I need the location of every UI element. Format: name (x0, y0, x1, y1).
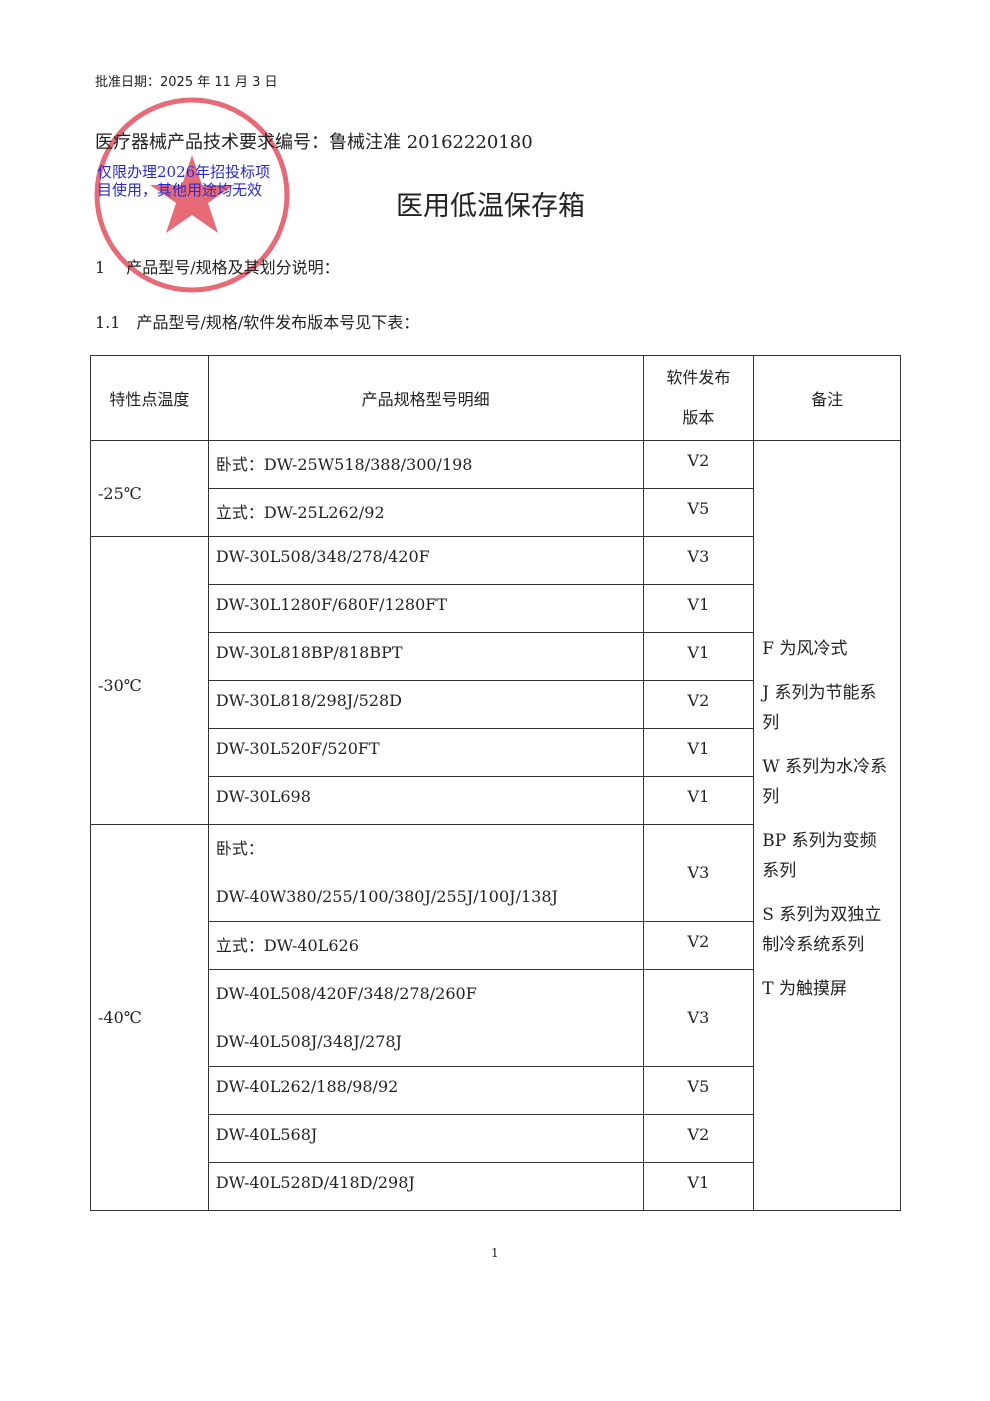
notice-line: 仅限办理2026年招投标项 (97, 163, 271, 181)
version-cell: V2 (642, 440, 755, 489)
usage-notice: 仅限办理2026年招投标项 目使用，其他用途均无效 (97, 163, 270, 199)
version-cell: V3 (642, 969, 755, 1067)
header-notes: 备注 (753, 355, 901, 441)
version-cell: V1 (642, 632, 755, 681)
table-row: -30℃ DW-30L508/348/278/420F V3 (90, 536, 901, 825)
model-cell: DW-40L568J (207, 1114, 644, 1163)
model-cell: DW-40L508/420F/348/278/260F DW-40L508J/34… (207, 969, 644, 1067)
version-cell: V1 (642, 584, 755, 633)
approval-date: 批准日期：2025 年 11 月 3 日 (95, 75, 278, 90)
temp-cell: -40℃ (90, 824, 209, 1211)
version-cell: V1 (642, 728, 755, 777)
page-number: 1 (491, 1246, 499, 1260)
model-cell: 卧式： DW-40W380/255/100/380J/255J/100J/138J (207, 824, 644, 922)
temp-cell: -25℃ (90, 440, 209, 537)
table-row: DW-40L568J V2 (91, 1114, 901, 1163)
model-cell: DW-30L818/298J/528D (207, 680, 644, 729)
section-heading: 1 产品型号/规格及其划分说明： (95, 258, 340, 277)
table-row: 立式：DW-25L262/92 V5 (91, 488, 901, 537)
model-cell: DW-30L698 (207, 776, 644, 825)
table-row: DW-30L1280F/680F/1280FT V1 (91, 584, 901, 633)
model-table: 特性点温度 产品规格型号明细 软件发布 版本 备注 -25℃ 卧式：DW-25W5… (90, 355, 901, 1211)
notes-cell: F 为风冷式 J 系列为节能系列 W 系列为水冷系列 BP 系列为变频系列 S 系列为双… (753, 440, 901, 1211)
document-title: 医用低温保存箱 (396, 191, 585, 222)
header-temp: 特性点温度 (90, 355, 209, 441)
model-cell: DW-40L528D/418D/298J (207, 1162, 644, 1211)
stamp-ring (94, 97, 290, 293)
version-cell: V2 (642, 1114, 755, 1163)
model-cell: DW-40L262/188/98/92 (207, 1066, 644, 1115)
table-row: -40℃ 卧式： DW-40W380/255/100/380J/255J/100J… (90, 824, 901, 1211)
model-cell: DW-30L1280F/680F/1280FT (207, 584, 644, 633)
model-cell: 卧式：DW-25W518/388/300/198 (207, 440, 644, 489)
version-cell: V5 (642, 1066, 755, 1115)
version-cell: V3 (642, 536, 755, 585)
table-row: DW-40L508/420F/348/278/260F DW-40L508J/34… (91, 969, 901, 1067)
notice-line: 目使用，其他用途均无效 (97, 181, 263, 199)
official-stamp (94, 97, 290, 293)
version-cell: V2 (642, 680, 755, 729)
temp-cell: -30℃ (90, 536, 209, 825)
table-row: 立式：DW-40L626 V2 (91, 921, 901, 970)
version-cell: V5 (642, 488, 755, 537)
table-row: DW-40L528D/418D/298J V1 (91, 1162, 901, 1211)
model-cell: DW-30L818BP/818BPT (207, 632, 644, 681)
table-header-row: 特性点温度 产品规格型号明细 软件发布 版本 备注 (90, 355, 901, 441)
model-cell: 立式：DW-40L626 (207, 921, 644, 970)
header-model: 产品规格型号明细 (207, 355, 644, 441)
table-row: -25℃ 卧式：DW-25W518/388/300/198 V2 F 为风冷式 J… (90, 440, 901, 1211)
table-row: DW-30L698 V1 (91, 776, 901, 825)
subsection-heading: 1.1 产品型号/规格/软件发布版本号见下表： (95, 313, 420, 332)
model-cell: DW-30L520F/520FT (207, 728, 644, 777)
header-version: 软件发布 版本 (642, 355, 755, 441)
model-cell: DW-30L508/348/278/420F (207, 536, 644, 585)
version-cell: V1 (642, 1162, 755, 1211)
requirement-number: 医疗器械产品技术要求编号：鲁械注准 20162220180 (95, 132, 533, 153)
version-cell: V1 (642, 776, 755, 825)
version-cell: V3 (642, 824, 755, 922)
stamp-star-icon (150, 155, 234, 233)
model-cell: 立式：DW-25L262/92 (207, 488, 644, 537)
version-cell: V2 (642, 921, 755, 970)
table-row: DW-30L818/298J/528D V2 (91, 680, 901, 729)
